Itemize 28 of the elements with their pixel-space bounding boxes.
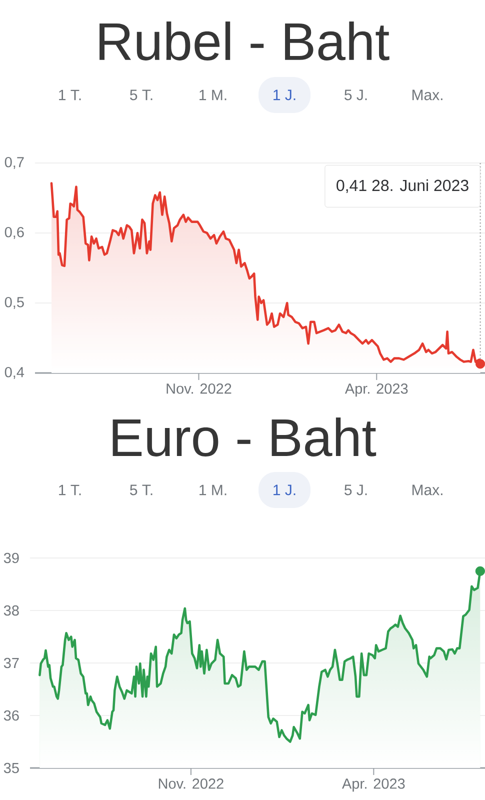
text: Max. (412, 484, 442, 496)
annotation: 0,41 28. Juni 2023 (336, 179, 468, 194)
text: 5 T. (130, 90, 152, 100)
chart-title: Euro - Baht (112, 418, 376, 456)
x-tick-label: Apr. 2023 (344, 384, 408, 397)
x-tick-label: Apr. 2023 (342, 778, 405, 792)
y-tick-label: 0,5 (4, 297, 24, 309)
chart-title: Rubel - Baht (100, 22, 390, 60)
x-tick-label: Nov. 2022 (166, 384, 232, 394)
text: 1 J. (274, 90, 296, 100)
y-tick-label: 0,7 (4, 157, 24, 169)
y-tick-label: 35 (4, 762, 19, 774)
text: 5 J. (344, 484, 367, 496)
y-tick-label: 38 (4, 605, 19, 616)
text: 5 T. (130, 484, 152, 496)
y-tick-label: 0,4 (4, 367, 24, 379)
text: 1 T. (59, 90, 81, 100)
text: 5 J. (344, 90, 367, 100)
text: 1 M. (200, 90, 226, 100)
y-tick-label: 0,6 (4, 227, 24, 239)
text: 1 M. (200, 484, 226, 496)
x-tick-label: Nov. 2022 (158, 778, 224, 789)
y-tick-label: 37 (4, 658, 19, 668)
text: 1 T. (59, 484, 81, 496)
y-tick-label: 36 (4, 710, 19, 721)
text: Max. (412, 90, 442, 100)
y-tick-label: 39 (4, 552, 19, 564)
text: 1 J. (274, 484, 296, 496)
